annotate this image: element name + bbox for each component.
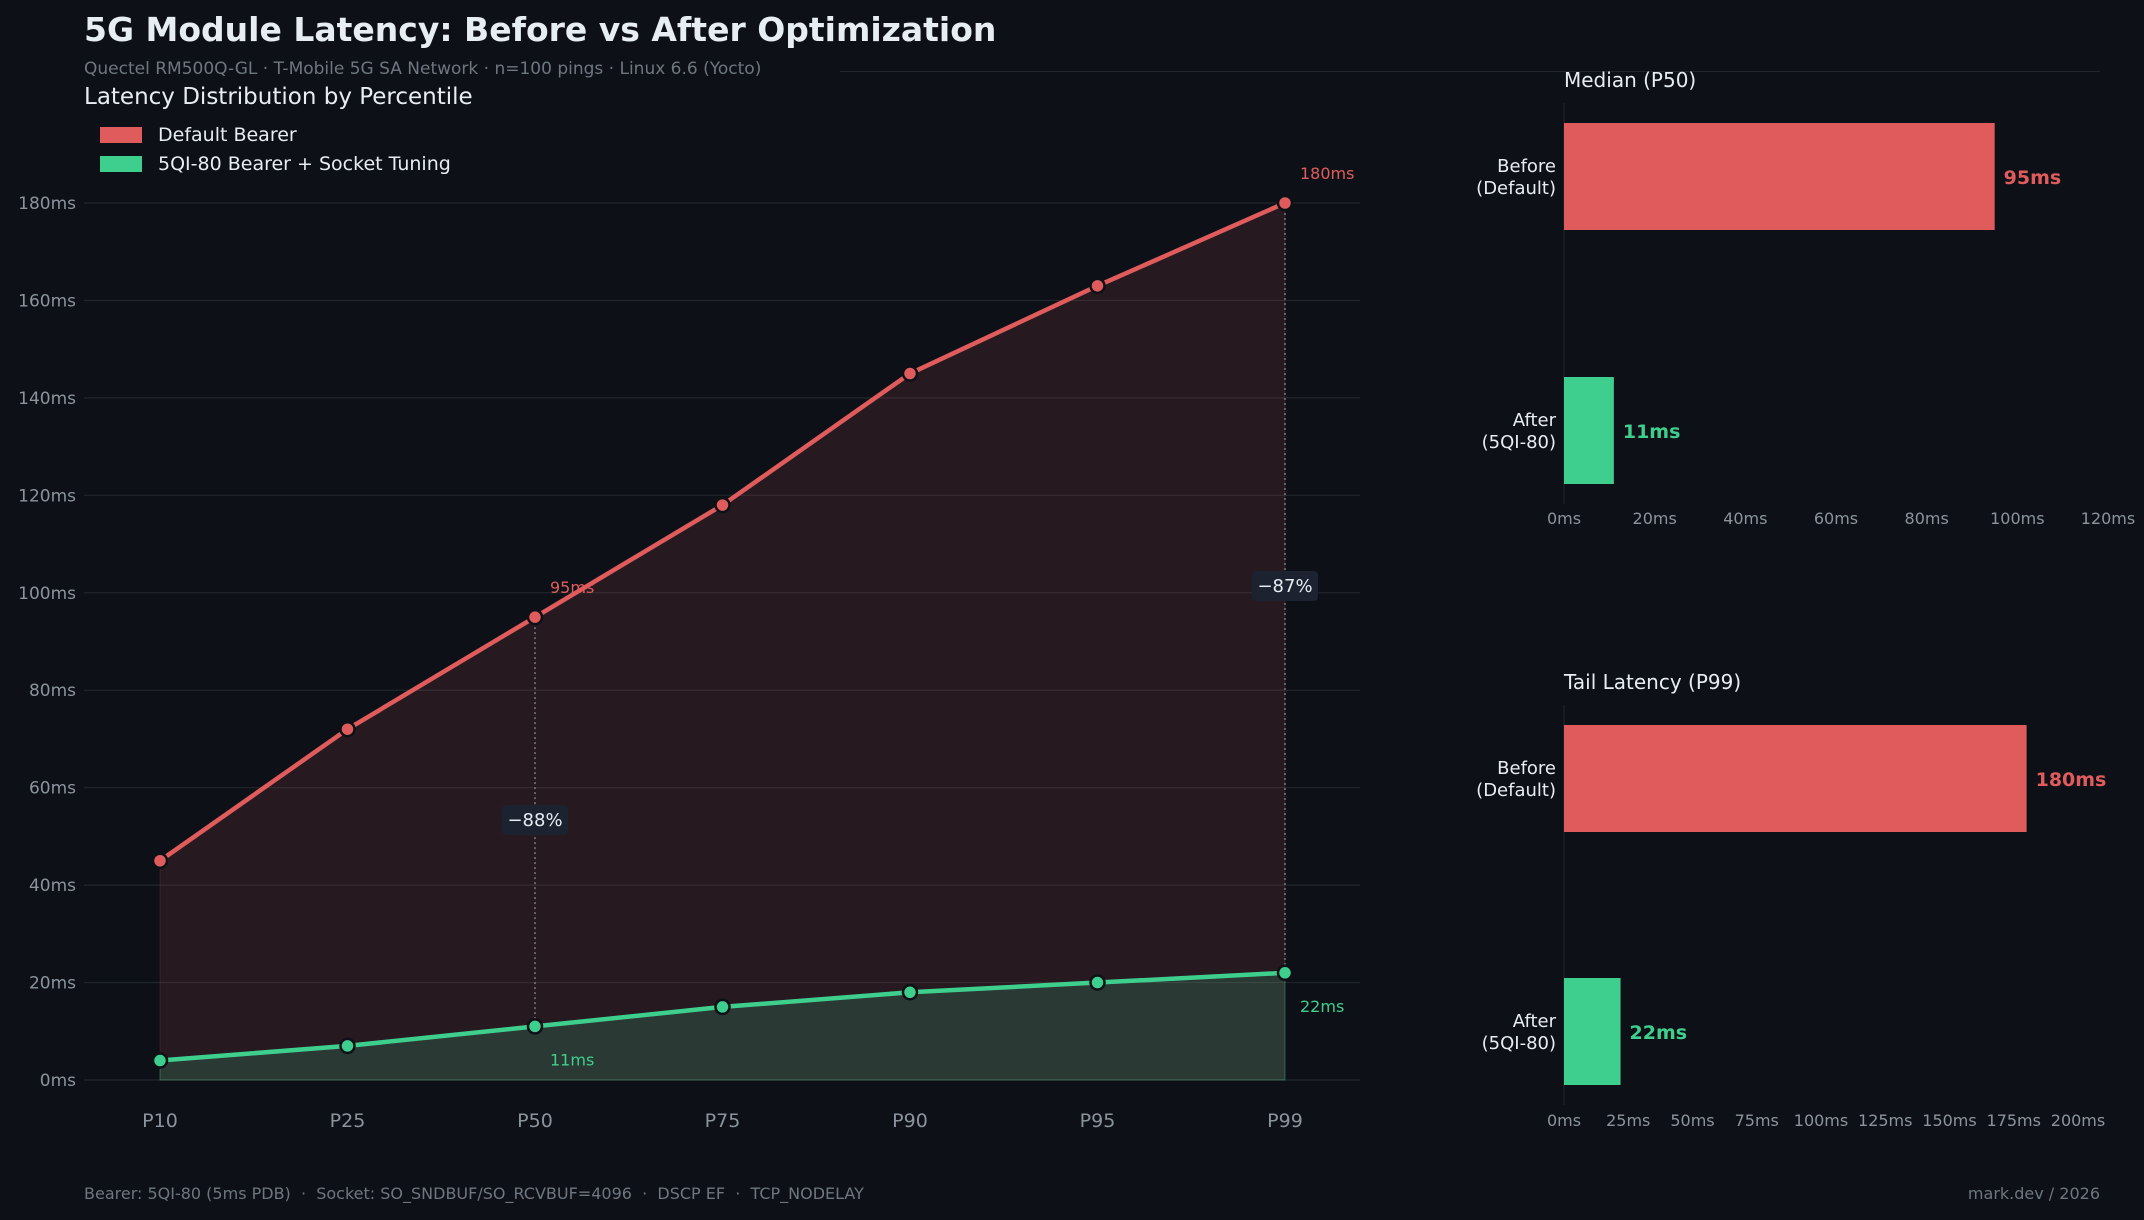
legend-label-before: Default Bearer bbox=[158, 123, 297, 146]
bar-value-label: 180ms bbox=[2036, 769, 2107, 791]
x-tick-label: 50ms bbox=[1670, 1111, 1714, 1130]
bar-value-label: 95ms bbox=[2004, 167, 2062, 189]
before-value-label: 180ms bbox=[1300, 164, 1354, 183]
bar bbox=[1564, 377, 1614, 484]
x-tick-label: 175ms bbox=[1987, 1111, 2041, 1130]
x-tick-label: 100ms bbox=[1990, 509, 2044, 528]
before-value-label: 95ms bbox=[550, 578, 594, 597]
y-tick-label: 80ms bbox=[29, 681, 76, 701]
x-tick-label: 60ms bbox=[1814, 509, 1858, 528]
bar-category-label: (Default) bbox=[1476, 780, 1556, 801]
x-tick-label: 80ms bbox=[1905, 509, 1949, 528]
bar bbox=[1564, 725, 2027, 832]
data-point bbox=[714, 998, 731, 1016]
bar-category-label: Before bbox=[1497, 758, 1556, 779]
bar-category-label: (5QI-80) bbox=[1482, 432, 1556, 453]
data-point bbox=[1276, 194, 1294, 212]
bar-category-label: After bbox=[1513, 1011, 1557, 1032]
legend-label-after: 5QI-80 Bearer + Socket Tuning bbox=[158, 152, 451, 175]
series-area bbox=[159, 202, 1286, 1081]
data-point bbox=[901, 365, 919, 382]
after-value-label: 11ms bbox=[550, 1050, 594, 1069]
median-chart-title: Median (P50) bbox=[1564, 68, 1697, 92]
y-tick-label: 0ms bbox=[40, 1071, 76, 1091]
data-point bbox=[1089, 974, 1106, 991]
after-value-label: 22ms bbox=[1300, 997, 1344, 1016]
x-tick-label: 25ms bbox=[1606, 1111, 1650, 1130]
data-point bbox=[526, 1018, 544, 1035]
bar-category-label: Before bbox=[1497, 156, 1556, 177]
x-tick-label: P10 bbox=[142, 1110, 178, 1132]
data-point bbox=[526, 608, 544, 626]
x-tick-label: 0ms bbox=[1547, 509, 1581, 528]
footer-config: Bearer: 5QI-80 (5ms PDB) · Socket: SO_SN… bbox=[84, 1184, 864, 1203]
data-point bbox=[714, 496, 731, 514]
bar-category-label: (Default) bbox=[1476, 178, 1556, 199]
bar-category-label: (5QI-80) bbox=[1482, 1033, 1556, 1054]
x-tick-label: P99 bbox=[1267, 1110, 1303, 1132]
y-tick-label: 20ms bbox=[29, 974, 76, 994]
x-tick-label: P50 bbox=[517, 1110, 553, 1132]
bar-category-label: After bbox=[1513, 410, 1557, 431]
bar bbox=[1564, 978, 1621, 1085]
x-tick-label: 120ms bbox=[2081, 509, 2135, 528]
y-tick-label: 40ms bbox=[29, 876, 76, 896]
y-tick-label: 120ms bbox=[18, 486, 76, 506]
data-point bbox=[151, 852, 169, 869]
delta-badge bbox=[502, 805, 568, 835]
legend-swatch-after bbox=[100, 155, 142, 172]
data-point bbox=[339, 1037, 356, 1055]
x-tick-label: 150ms bbox=[1922, 1111, 1976, 1130]
x-tick-label: 0ms bbox=[1547, 1111, 1581, 1130]
legend-item-before: Default Bearer bbox=[100, 120, 451, 149]
data-point bbox=[901, 984, 919, 1001]
bar-value-label: 11ms bbox=[1623, 421, 1681, 443]
y-tick-label: 160ms bbox=[18, 291, 76, 311]
y-tick-label: 140ms bbox=[18, 389, 76, 409]
legend-item-after: 5QI-80 Bearer + Socket Tuning bbox=[100, 149, 451, 178]
x-tick-label: 20ms bbox=[1633, 509, 1677, 528]
legend-swatch-before bbox=[100, 126, 142, 143]
page-subtitle: Quectel RM500Q-GL · T-Mobile 5G SA Netwo… bbox=[84, 59, 762, 79]
bar-value-label: 22ms bbox=[1630, 1022, 1688, 1044]
footer-credit: mark.dev / 2026 bbox=[1967, 1184, 2100, 1203]
delta-badge bbox=[1252, 571, 1318, 601]
x-tick-label: P95 bbox=[1080, 1110, 1116, 1132]
y-tick-label: 180ms bbox=[18, 194, 76, 214]
tail-chart-title: Tail Latency (P99) bbox=[1564, 670, 1742, 694]
legend: Default Bearer 5QI-80 Bearer + Socket Tu… bbox=[100, 120, 451, 178]
page-title: 5G Module Latency: Before vs After Optim… bbox=[84, 10, 997, 49]
data-point bbox=[1089, 277, 1106, 295]
data-point bbox=[1276, 964, 1294, 982]
x-tick-label: P25 bbox=[330, 1110, 366, 1132]
x-tick-label: P75 bbox=[705, 1110, 741, 1132]
x-tick-label: 40ms bbox=[1723, 509, 1767, 528]
x-tick-label: 100ms bbox=[1794, 1111, 1848, 1130]
data-point bbox=[339, 720, 356, 738]
delta-label: −88% bbox=[507, 810, 562, 831]
y-tick-label: 100ms bbox=[18, 584, 76, 604]
x-tick-label: 200ms bbox=[2051, 1111, 2105, 1130]
header-divider bbox=[840, 71, 2100, 72]
x-tick-label: 125ms bbox=[1858, 1111, 1912, 1130]
x-tick-label: 75ms bbox=[1735, 1111, 1779, 1130]
line-chart-title: Latency Distribution by Percentile bbox=[84, 84, 473, 110]
x-tick-label: P90 bbox=[892, 1110, 928, 1132]
data-point bbox=[151, 1052, 169, 1069]
y-tick-label: 60ms bbox=[29, 779, 76, 799]
bar bbox=[1564, 123, 1995, 230]
delta-label: −87% bbox=[1257, 576, 1312, 597]
